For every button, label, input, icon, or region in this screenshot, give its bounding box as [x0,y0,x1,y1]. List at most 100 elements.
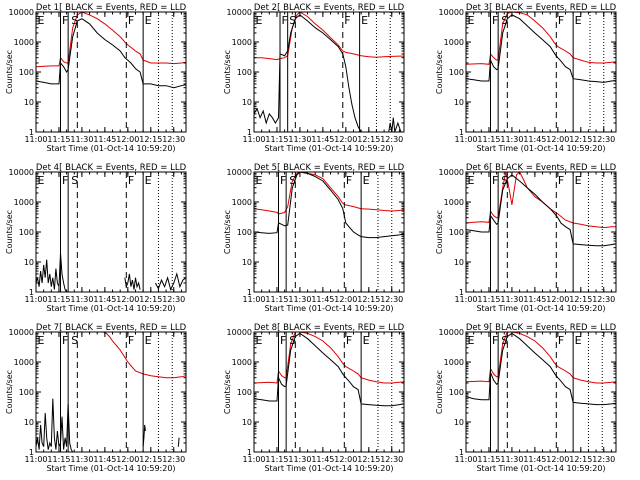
y-axis-label: Counts/sec [223,50,232,94]
plot-area [466,12,616,83]
segment-label: S [289,334,296,347]
x-tick-label: 12:15 [139,135,162,144]
x-tick-label: 11:45 [311,295,334,304]
series-lld-line [254,332,404,384]
y-tick-label: 100 [19,388,34,397]
segment-label: E [363,174,370,187]
y-tick-label: 1 [247,128,252,137]
x-tick-label: 11:00 [242,455,265,464]
y-tick-label: 1000 [232,358,252,367]
x-axis-label: Start Time (01-Oct-14 10:59:20) [46,304,175,313]
segment-label: S [289,14,296,27]
segment-label: F [282,14,288,27]
y-tick-label: 10 [454,418,464,427]
series-events-line [254,172,404,239]
y-tick-label: 1 [459,128,464,137]
y-axis-label: Counts/sec [223,210,232,254]
x-tick-label: 11:45 [311,135,334,144]
segment-label: F [558,334,564,347]
series-lld-line [466,172,616,229]
x-axis-label: Start Time (01-Oct-14 10:59:20) [264,144,393,153]
x-tick-label: 12:00 [334,135,357,144]
y-tick-label: 10000 [9,168,34,177]
series-events-line [36,252,68,292]
y-axis-label: Counts/sec [223,370,232,414]
y-tick-label: 10000 [227,168,252,177]
x-tick-label: 11:15 [47,295,70,304]
y-axis-label: Counts/sec [435,370,444,414]
panel-title: Det 3[ BLACK = Events, RED = LLD [466,3,617,13]
x-tick-label: 12:30 [162,295,185,304]
y-tick-label: 1 [459,288,464,297]
x-tick-label: 12:15 [569,135,592,144]
panel-title: Det 5[ BLACK = Events, RED = LLD [254,163,405,173]
x-tick-label: 12:30 [592,295,615,304]
y-tick-label: 10 [242,418,252,427]
y-tick-label: 10000 [9,8,34,17]
segment-label: F [346,174,352,187]
segment-label: F [128,334,134,347]
x-axis-label: Start Time (01-Oct-14 10:59:20) [46,464,175,473]
segment-label: E [145,174,152,187]
y-tick-label: 100 [449,388,464,397]
x-tick-label: 11:45 [93,135,116,144]
x-tick-label: 11:45 [93,455,116,464]
x-axis-label: Start Time (01-Oct-14 10:59:20) [476,144,605,153]
x-tick-label: 12:00 [116,455,139,464]
x-tick-label: 11:30 [70,455,93,464]
y-tick-label: 100 [237,228,252,237]
plot-frame [253,331,405,453]
y-tick-label: 1000 [232,198,252,207]
segment-label: E [38,334,45,347]
x-tick-label: 12:30 [162,455,185,464]
panel-title: Det 7[ BLACK = Events, RED = LLD [36,323,187,333]
x-tick-label: 11:00 [454,295,477,304]
x-tick-label: 11:15 [265,295,288,304]
segment-label: F [62,334,68,347]
segment-label: E [575,14,582,27]
series-lld-line [36,12,186,68]
segment-label: E [145,334,152,347]
y-axis-label: Counts/sec [5,210,14,254]
segment-label: F [492,14,498,27]
x-tick-label: 11:15 [47,135,70,144]
panel-title: Det 9[ BLACK = Events, RED = LLD [466,323,617,333]
y-tick-label: 100 [19,68,34,77]
y-tick-label: 100 [449,228,464,237]
y-tick-label: 10 [24,258,34,267]
segment-label: E [361,14,368,27]
x-tick-label: 11:00 [454,455,477,464]
segment-label: F [128,174,134,187]
segment-label: S [501,174,508,187]
segment-label: E [575,334,582,347]
segment-label: F [128,14,134,27]
plot-frame [35,11,187,133]
x-axis-label: Start Time (01-Oct-14 10:59:20) [264,304,393,313]
series-events-line [466,174,616,247]
plot-frame [35,171,187,293]
segment-label: S [71,14,78,27]
segment-label: E [468,174,475,187]
y-tick-label: 1000 [444,38,464,47]
segment-label: F [492,334,498,347]
x-tick-label: 11:15 [477,295,500,304]
y-tick-label: 1 [29,128,34,137]
x-tick-label: 11:30 [500,295,523,304]
x-tick-label: 12:15 [569,295,592,304]
x-tick-label: 12:15 [357,135,380,144]
y-tick-label: 1000 [444,198,464,207]
segment-label: F [492,174,498,187]
series-events-line [466,14,616,83]
x-tick-label: 11:00 [242,135,265,144]
segment-label: F [62,14,68,27]
y-tick-label: 10 [454,98,464,107]
y-tick-label: 1 [29,288,34,297]
x-tick-label: 11:15 [47,455,70,464]
panel-title: Det 8[ BLACK = Events, RED = LLD [254,323,405,333]
segment-label: S [71,174,78,187]
x-tick-label: 11:45 [523,455,546,464]
y-tick-label: 100 [237,388,252,397]
